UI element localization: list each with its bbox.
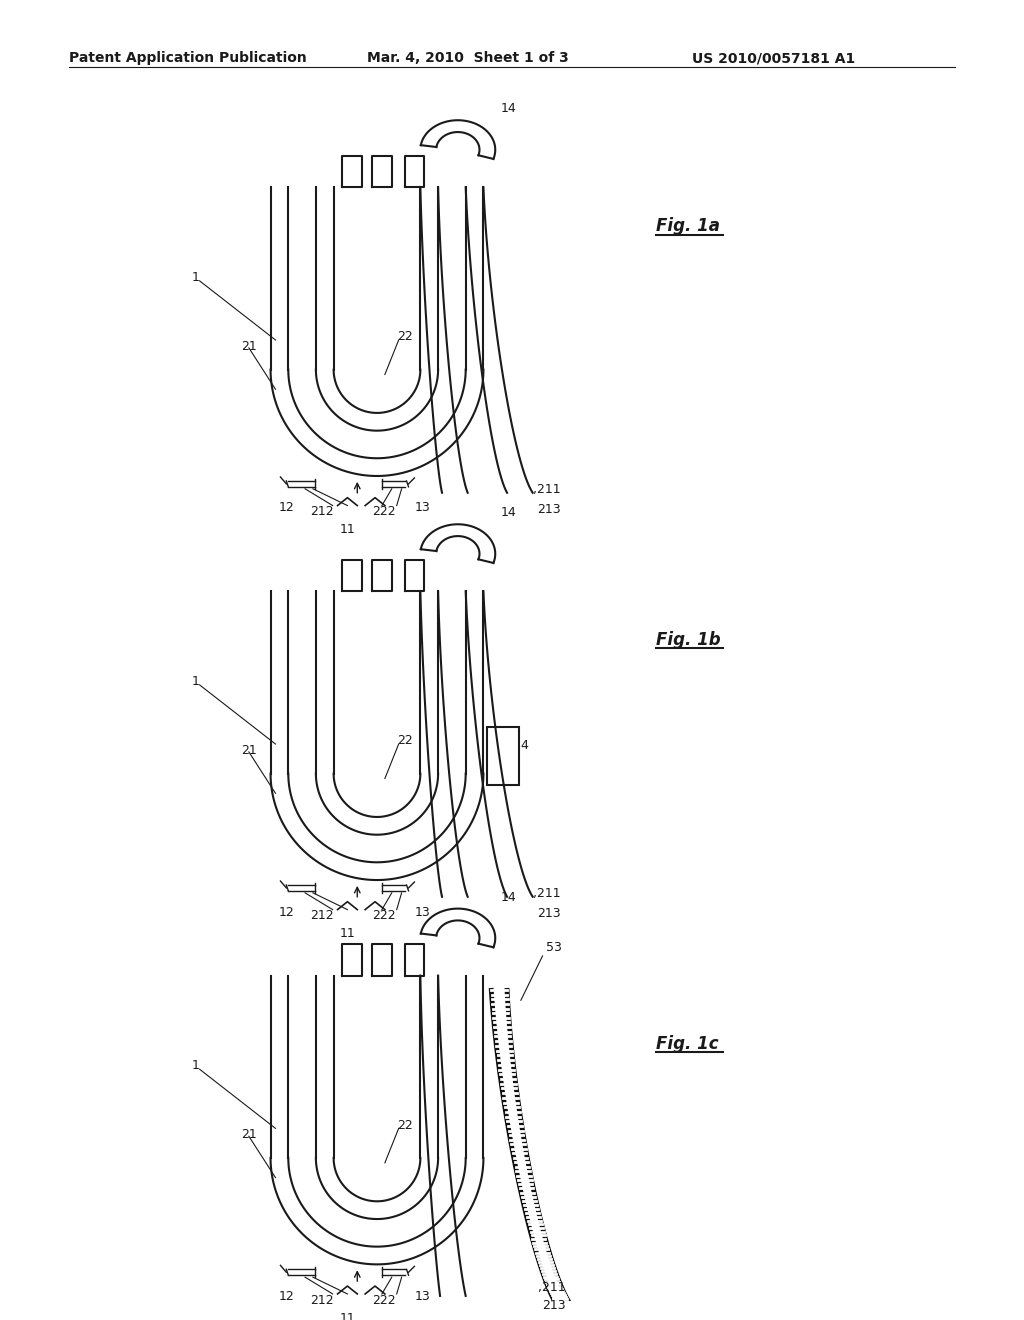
Text: 22: 22 (396, 330, 413, 343)
Text: Fig. 1b: Fig. 1b (656, 631, 721, 648)
Text: Fig. 1a: Fig. 1a (656, 216, 720, 235)
Text: 4: 4 (521, 739, 528, 752)
Text: 21: 21 (241, 341, 257, 352)
Text: 11: 11 (340, 927, 355, 940)
Text: 12: 12 (279, 906, 294, 919)
Text: Patent Application Publication: Patent Application Publication (69, 51, 306, 65)
Text: 22: 22 (396, 1118, 413, 1131)
Text: ,211: ,211 (538, 1282, 565, 1294)
Text: 212: 212 (310, 909, 334, 923)
Text: Fig. 1c: Fig. 1c (656, 1035, 719, 1053)
Text: 213: 213 (538, 503, 561, 516)
Text: 212: 212 (310, 506, 334, 519)
Text: 53: 53 (546, 941, 561, 954)
Text: 1: 1 (191, 1060, 200, 1072)
Text: 1: 1 (191, 675, 200, 688)
Text: 14: 14 (500, 103, 516, 115)
Text: 213: 213 (538, 907, 561, 920)
Text: 13: 13 (415, 1290, 430, 1303)
Text: 13: 13 (415, 502, 430, 515)
Text: 11: 11 (340, 523, 355, 536)
Text: 21: 21 (241, 744, 257, 758)
Text: 13: 13 (415, 906, 430, 919)
Text: 21: 21 (241, 1129, 257, 1142)
Text: 222: 222 (372, 909, 395, 923)
Text: 213: 213 (543, 1299, 566, 1312)
Text: 12: 12 (279, 1290, 294, 1303)
Text: 222: 222 (372, 1294, 395, 1307)
Text: US 2010/0057181 A1: US 2010/0057181 A1 (692, 51, 856, 65)
Text: 14: 14 (500, 507, 516, 519)
Text: 222: 222 (372, 506, 395, 519)
Text: Mar. 4, 2010  Sheet 1 of 3: Mar. 4, 2010 Sheet 1 of 3 (368, 51, 569, 65)
Text: 11: 11 (340, 1312, 355, 1320)
Text: 12: 12 (279, 502, 294, 515)
Text: 22: 22 (396, 734, 413, 747)
Text: 212: 212 (310, 1294, 334, 1307)
Text: 1: 1 (191, 271, 200, 284)
FancyBboxPatch shape (487, 727, 519, 785)
Text: 14: 14 (500, 891, 516, 904)
Text: ,211: ,211 (532, 483, 560, 496)
Text: ,211: ,211 (532, 887, 560, 900)
